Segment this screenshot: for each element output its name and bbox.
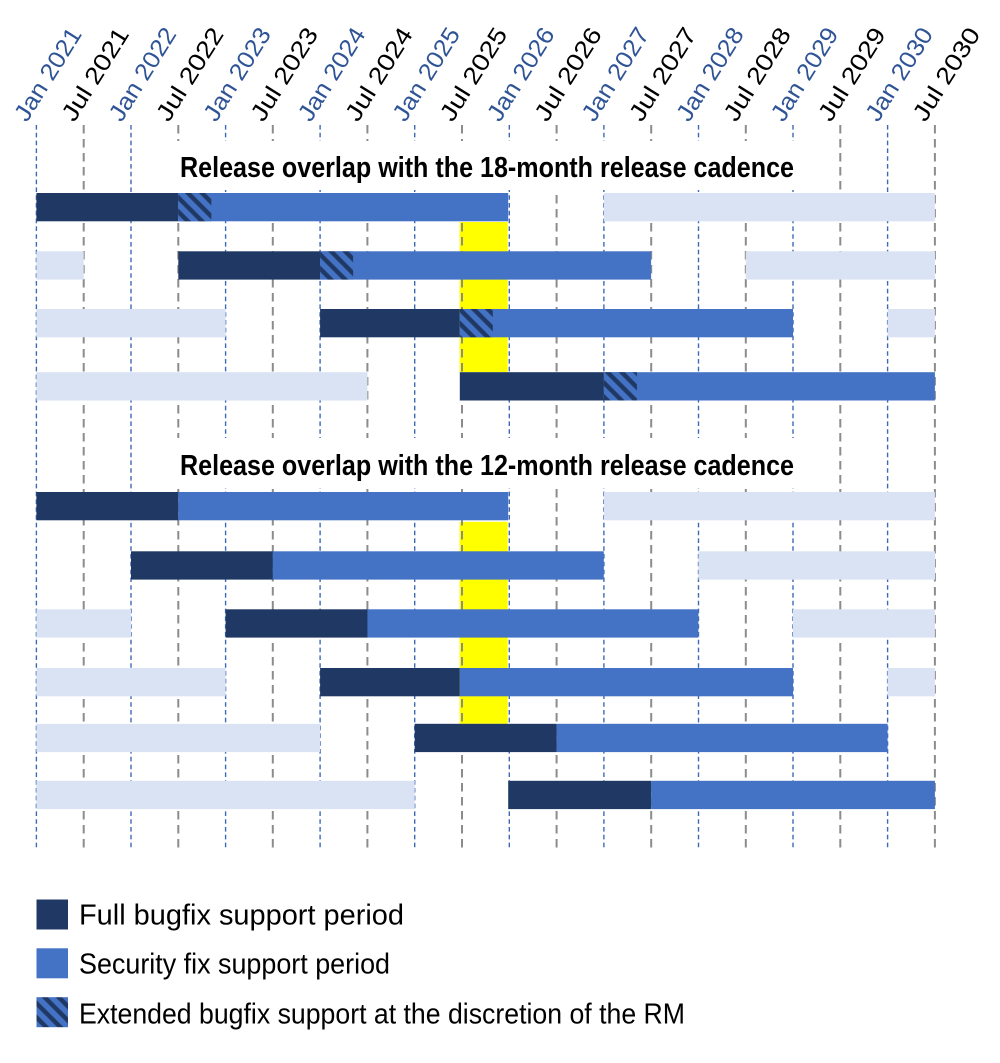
svg-text:Security fix support period: Security fix support period [79, 949, 390, 981]
svg-text:Extended bugfix support at the: Extended bugfix support at the discretio… [79, 999, 685, 1031]
svg-text:Release overlap with the 12-mo: Release overlap with the 12-month releas… [180, 450, 794, 482]
svg-text:Full bugfix support period: Full bugfix support period [79, 899, 404, 931]
svg-text:Release overlap with the 18-mo: Release overlap with the 18-month releas… [180, 152, 794, 184]
